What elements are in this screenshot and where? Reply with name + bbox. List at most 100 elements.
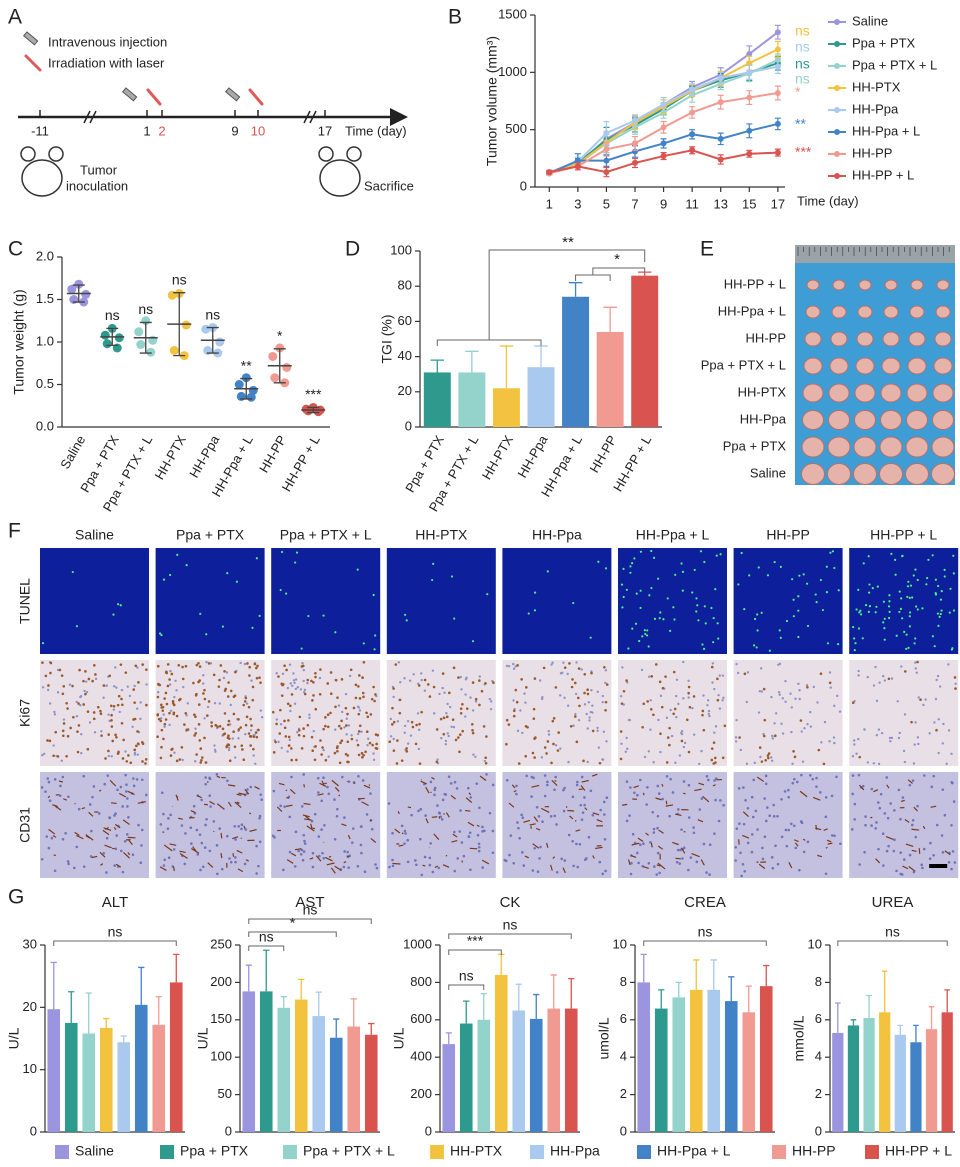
tunel-signal	[406, 619, 408, 621]
ki67-signal	[66, 707, 69, 710]
nucleus	[914, 721, 916, 723]
nucleus	[518, 837, 521, 840]
tunel-signal	[629, 572, 631, 574]
nucleus	[524, 702, 526, 704]
nucleus	[687, 869, 690, 872]
nucleus	[568, 834, 571, 837]
ki67-signal	[165, 671, 168, 674]
ki67-signal	[289, 704, 292, 707]
y-axis-label: U/L	[6, 1027, 22, 1049]
nucleus	[693, 733, 695, 735]
nucleus	[255, 872, 258, 875]
nucleus	[928, 732, 930, 734]
tumor	[854, 437, 876, 457]
tunel-signal	[913, 574, 915, 576]
tunel-signal	[779, 629, 781, 631]
nucleus	[867, 761, 869, 763]
nucleus	[791, 782, 794, 785]
tumor	[828, 437, 850, 457]
ki67-signal	[160, 706, 163, 709]
ki67-signal	[458, 750, 461, 753]
ki67-signal	[761, 760, 764, 763]
nucleus	[286, 750, 288, 752]
nucleus	[941, 788, 944, 791]
nucleus	[778, 691, 780, 693]
ki67-signal	[156, 714, 159, 717]
tunel-signal	[640, 551, 642, 553]
nucleus	[430, 781, 433, 784]
ki67-signal	[229, 759, 232, 762]
ki67-signal	[314, 676, 317, 679]
ki67-signal	[254, 663, 257, 666]
tumor	[806, 306, 820, 318]
ki67-signal	[141, 663, 144, 666]
ki67-signal	[227, 743, 230, 746]
nucleus	[433, 794, 436, 797]
nucleus	[713, 688, 715, 690]
nucleus	[313, 730, 315, 732]
nucleus	[770, 756, 772, 758]
ki67-signal	[111, 740, 114, 743]
nucleus	[839, 710, 841, 712]
nucleus	[583, 804, 586, 807]
ki67-signal	[599, 762, 602, 765]
tunel-signal	[756, 646, 758, 648]
y-tick-label: 800	[410, 974, 432, 989]
tunel-signal	[705, 622, 707, 624]
nucleus	[706, 775, 709, 778]
ki67-signal	[713, 741, 716, 744]
nucleus	[133, 685, 135, 687]
ki67-signal	[552, 743, 555, 746]
nucleus	[139, 861, 142, 864]
nucleus	[201, 842, 204, 845]
nucleus	[424, 690, 426, 692]
tunel-signal	[205, 633, 207, 635]
nucleus	[167, 817, 170, 820]
bar	[152, 1025, 165, 1132]
data-point	[661, 124, 667, 130]
nucleus	[657, 852, 660, 855]
nucleus	[489, 812, 492, 815]
nucleus	[517, 827, 520, 830]
bar	[512, 1010, 525, 1132]
ki67-signal	[346, 740, 349, 743]
nucleus	[780, 723, 782, 725]
nucleus	[590, 711, 592, 713]
tunel-signal	[852, 626, 854, 628]
nucleus	[830, 686, 832, 688]
nucleus	[771, 735, 773, 737]
nucleus	[709, 843, 712, 846]
tumor	[829, 384, 849, 402]
nucleus	[853, 818, 856, 821]
nucleus	[347, 866, 350, 869]
nucleus	[954, 683, 956, 685]
nucleus	[533, 847, 536, 850]
x-tick-label: 9	[660, 196, 667, 211]
nucleus	[441, 687, 443, 689]
nucleus	[132, 777, 135, 780]
nucleus	[296, 731, 298, 733]
nucleus	[683, 746, 685, 748]
ki67-signal	[621, 702, 624, 705]
nucleus	[857, 674, 859, 676]
nucleus	[223, 677, 225, 679]
bracket	[449, 985, 484, 990]
ki67-signal	[483, 725, 486, 728]
tunel-signal	[900, 608, 902, 610]
nucleus	[521, 851, 524, 854]
cd31-signal	[392, 863, 400, 864]
nucleus	[469, 868, 472, 871]
tumor	[885, 280, 897, 290]
nucleus	[871, 788, 874, 791]
tumor	[880, 464, 903, 485]
ki67-signal	[571, 678, 574, 681]
tunel-signal	[72, 571, 74, 573]
nucleus	[953, 800, 956, 803]
error-bar	[481, 994, 487, 1020]
nucleus	[766, 806, 769, 809]
nucleus	[779, 694, 781, 696]
nucleus	[141, 778, 144, 781]
y-tick-label: 400	[410, 1049, 432, 1064]
ki67-signal	[792, 750, 795, 753]
nucleus	[237, 737, 239, 739]
